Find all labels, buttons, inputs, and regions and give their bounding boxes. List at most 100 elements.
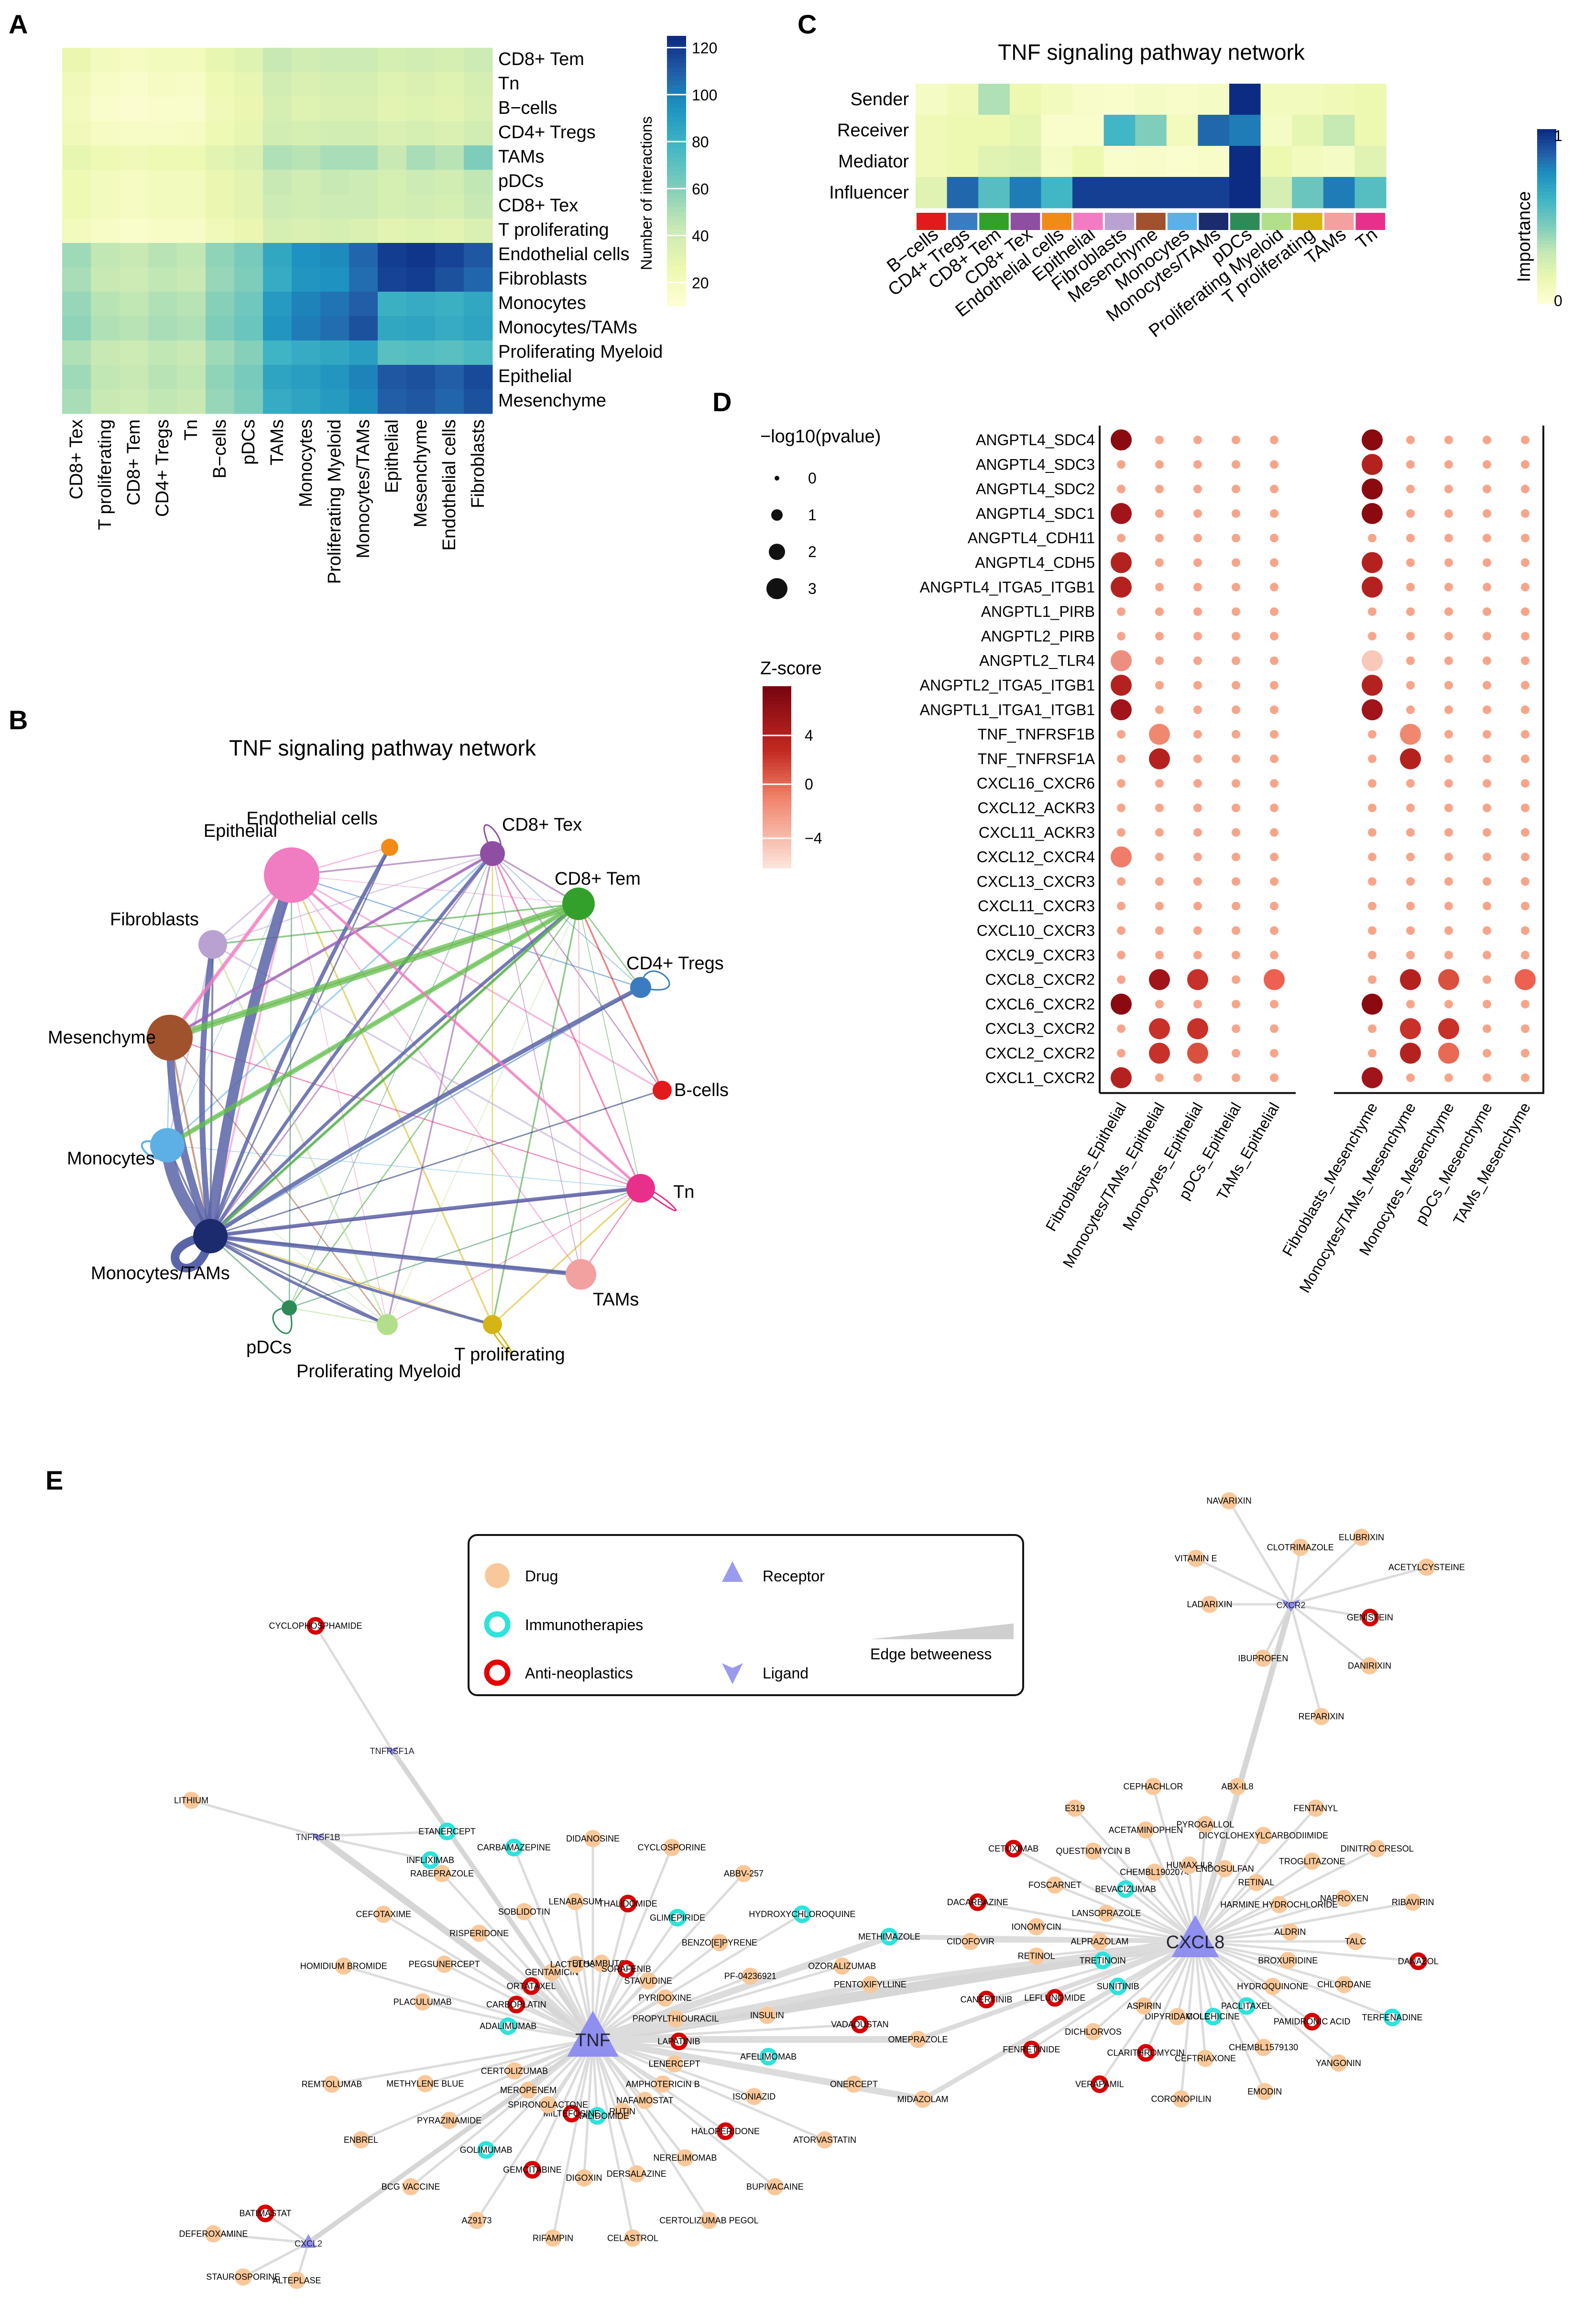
panel-c-cell — [1355, 146, 1387, 177]
panel-e-immuno-node — [668, 1908, 687, 1927]
panel-a-legend-tick-label: 100 — [692, 87, 717, 104]
panel-d-color-step — [763, 842, 791, 847]
panel-d-dot — [1368, 754, 1376, 763]
panel-b-node — [193, 1219, 228, 1253]
panel-d-color-tick-label: 0 — [805, 776, 813, 793]
panel-a-cell — [292, 219, 321, 243]
panel-d-dot — [1117, 901, 1125, 910]
panel-a-legend-step — [667, 301, 686, 307]
panel-e-drug-label: AZ9173 — [462, 2215, 492, 2225]
panel-e-drug-node — [1254, 1649, 1272, 1667]
panel-a-legend-step — [667, 270, 686, 275]
panel-c-cell — [916, 177, 948, 208]
panel-d-dot — [1483, 509, 1491, 518]
panel-a-cell — [120, 292, 149, 317]
panel-e-edge — [592, 1981, 871, 2043]
panel-b-node — [381, 839, 398, 856]
panel-d-dot — [1155, 656, 1164, 665]
panel-d-dot — [1193, 607, 1202, 616]
panel-a-cell — [91, 97, 120, 121]
panel-c-cell — [1009, 146, 1041, 177]
panel-e-drug-label: ABX-IL8 — [1222, 1782, 1254, 1791]
panel-a-cell — [62, 316, 91, 341]
panel-b-edge — [386, 853, 493, 1325]
panel-d-row-label: ANGPTL4_SDC4 — [976, 431, 1095, 449]
panel-c-legend-step — [1537, 195, 1556, 199]
panel-c-cell — [947, 115, 979, 146]
panel-d-row-label: ANGPTL2_TLR4 — [979, 652, 1095, 669]
panel-a-cells — [62, 48, 493, 414]
panel-e-drug-label: HALOPERIDONE — [691, 2127, 760, 2136]
panel-d-dot — [1521, 1073, 1529, 1082]
panel-d-dot — [1270, 901, 1278, 910]
panel-d-color-step — [763, 799, 791, 803]
panel-b-edge — [167, 875, 292, 1146]
panel-e-drug-label: MEROPENEM — [500, 2085, 557, 2095]
legend-edge-label: Edge betweeness — [870, 1645, 992, 1663]
panel-a-cell — [349, 48, 378, 73]
panel-c-cell — [1009, 115, 1041, 146]
panel-e-edge — [591, 1847, 673, 2040]
legend-immuno-label: Immunotherapies — [525, 1616, 643, 1633]
panel-b-node-label: Monocytes — [67, 1149, 155, 1169]
panel-d-col-labels: Fibroblasts_EpithelialMonocytes/TAMs_Epi… — [1042, 1099, 1534, 1295]
panel-a-cell — [263, 243, 292, 268]
panel-d-dot — [1368, 926, 1376, 935]
panel-a-cell — [177, 48, 206, 73]
panel-d-color-legend: 4 0 −4 — [763, 686, 822, 868]
panel-d-color-step — [763, 864, 791, 868]
panel-a-cell — [206, 219, 235, 243]
panel-a-cell — [464, 48, 493, 73]
panel-e-drug-node — [567, 1956, 585, 1973]
panel-a-cell — [435, 389, 464, 414]
panel-e-drug-label: LEFLUNOMIDE — [1024, 1993, 1085, 2003]
legend-ligand-icon — [722, 1663, 743, 1684]
panel-d-dot — [1232, 1073, 1240, 1082]
panel-d-dot — [1232, 607, 1240, 616]
panel-e-drug-node — [1135, 1997, 1153, 2015]
panel-d-dot — [1270, 607, 1278, 616]
panel-a-row-label: Mesenchyme — [498, 391, 606, 411]
panel-c-cell — [916, 146, 948, 177]
panel-e-drug-label: BUPIVACAINE — [746, 2182, 804, 2192]
panel-a-cell — [349, 145, 378, 170]
panel-a-col-label: CD8+ Tem — [124, 419, 144, 505]
panel-e-edge — [591, 2039, 634, 2238]
panel-c-legend-step — [1537, 143, 1556, 147]
panel-b-edge — [291, 875, 388, 1325]
panel-b-node — [198, 930, 227, 959]
panel-e-drug-node — [1279, 1951, 1297, 1969]
panel-d-dot — [1521, 853, 1529, 862]
panel-e-drug-label: ATORVASTATIN — [793, 2135, 856, 2145]
panel-a-row-label: Endothelial cells — [498, 244, 630, 264]
panel-d-dot — [1483, 730, 1491, 739]
panel-e-drug-label: E319 — [1065, 1803, 1085, 1813]
panel-a-cell — [378, 340, 407, 365]
panel-a-cell — [320, 365, 350, 390]
panel-d-dot — [1155, 803, 1164, 812]
panel-d-dot-large — [1362, 699, 1383, 721]
panel-a-cell — [464, 121, 493, 146]
panel-e-drug-node — [515, 1903, 533, 1920]
panel-e-drug-label: RIFAMPIN — [533, 2233, 573, 2243]
panel-e-legend-box — [468, 1534, 1024, 1696]
panel-d-dot-large — [1149, 748, 1170, 769]
panel-a-cell — [91, 121, 120, 146]
panel-d-row-label: ANGPTL2_ITGA5_ITGB1 — [920, 677, 1095, 694]
panel-d-dot — [1270, 926, 1278, 935]
panel-b-edge — [169, 1037, 641, 1189]
panel-d-dot — [1406, 484, 1415, 493]
panel-d-dot — [1117, 484, 1125, 493]
panel-c-strip-swatch — [1355, 213, 1385, 230]
panel-d-dot — [1521, 754, 1529, 763]
panel-c-cell — [1166, 146, 1198, 177]
panel-d-dot — [1270, 582, 1278, 592]
panel-e-edge — [1195, 1930, 1290, 1943]
panel-a-cell — [320, 340, 350, 365]
panel-e-drug-label: CERTOLIZUMAB — [481, 2066, 548, 2076]
panel-d-dot — [1117, 730, 1125, 739]
panel-a-cell — [177, 219, 206, 243]
panel-d-dot — [1155, 460, 1164, 469]
panel-a-row-label: pDCs — [498, 171, 544, 191]
panel-a-cell — [120, 365, 149, 390]
